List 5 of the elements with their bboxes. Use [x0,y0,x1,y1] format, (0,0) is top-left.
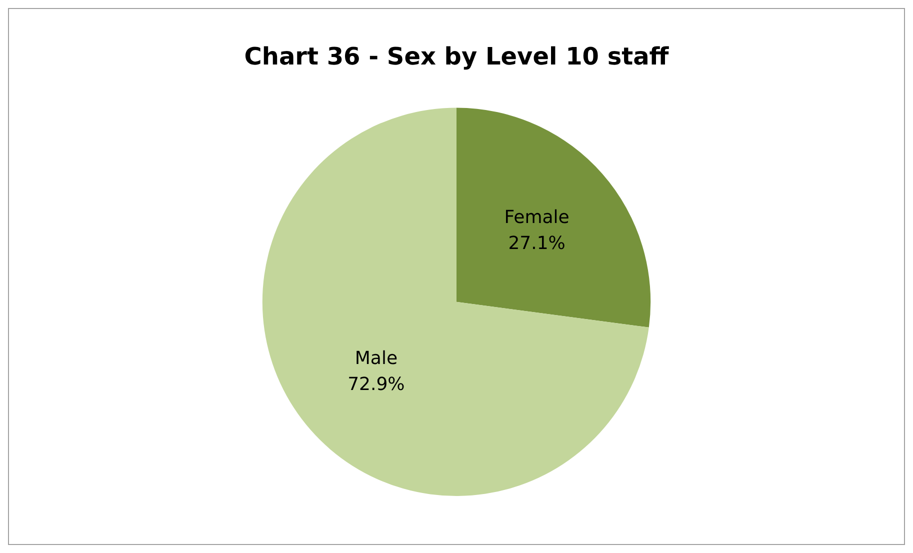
data-label: 27.1% [508,233,566,254]
slice-label: Female [504,207,570,228]
chart-title: Chart 36 - Sex by Level 10 staff [244,42,670,71]
data-label: 72.9% [348,374,405,395]
slice-label: Male [354,348,398,369]
